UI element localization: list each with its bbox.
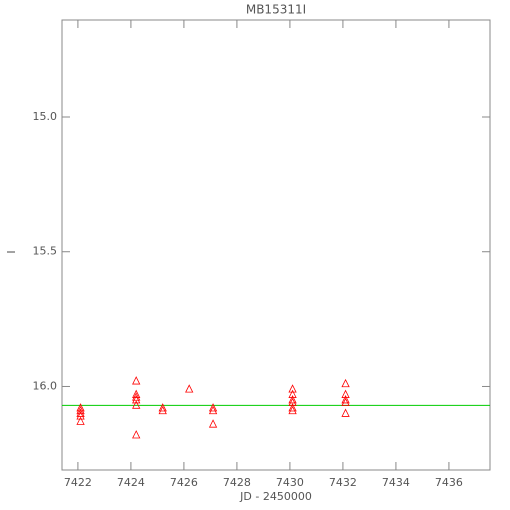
chart-title: MB15311I xyxy=(246,3,306,17)
data-point xyxy=(341,378,350,388)
x-axis-label: JD - 2450000 xyxy=(239,490,312,503)
x-tick-label: 7432 xyxy=(329,476,357,489)
data-point xyxy=(132,392,141,401)
data-point xyxy=(76,403,85,412)
data-point xyxy=(76,408,85,417)
data-point xyxy=(288,389,297,398)
x-tick-label: 7426 xyxy=(170,476,198,489)
data-point xyxy=(341,389,350,398)
y-tick-label: 15.5 xyxy=(33,245,58,258)
x-tick-label: 7424 xyxy=(117,476,145,489)
data-point xyxy=(208,405,218,415)
x-tick-label: 7422 xyxy=(64,476,92,489)
x-tick-label: 7434 xyxy=(382,476,410,489)
x-tick-label: 7428 xyxy=(223,476,251,489)
data-point xyxy=(76,405,85,415)
y-tick-label: 15.0 xyxy=(33,110,58,123)
data-point xyxy=(341,408,350,417)
data-point xyxy=(158,403,167,412)
data-point xyxy=(208,403,218,412)
data-point xyxy=(132,389,141,398)
data-point xyxy=(288,403,297,412)
data-point xyxy=(132,395,141,404)
data-point xyxy=(132,376,141,385)
data-point xyxy=(341,397,350,407)
data-point xyxy=(76,416,85,425)
data-point xyxy=(208,419,218,428)
data-point xyxy=(185,384,194,393)
plot-frame xyxy=(61,19,491,471)
data-point xyxy=(288,384,297,393)
x-tick-label: 7430 xyxy=(276,476,304,489)
x-tick-label: 7436 xyxy=(435,476,463,489)
data-point xyxy=(288,395,297,404)
data-point xyxy=(158,405,167,415)
y-tick-label: 16.0 xyxy=(33,379,58,392)
data-point xyxy=(341,395,350,404)
data-point xyxy=(76,411,85,420)
data-point xyxy=(132,430,141,439)
y-axis-label: I xyxy=(5,250,18,253)
data-point xyxy=(288,397,297,407)
data-point xyxy=(132,400,141,409)
data-point xyxy=(288,405,297,415)
